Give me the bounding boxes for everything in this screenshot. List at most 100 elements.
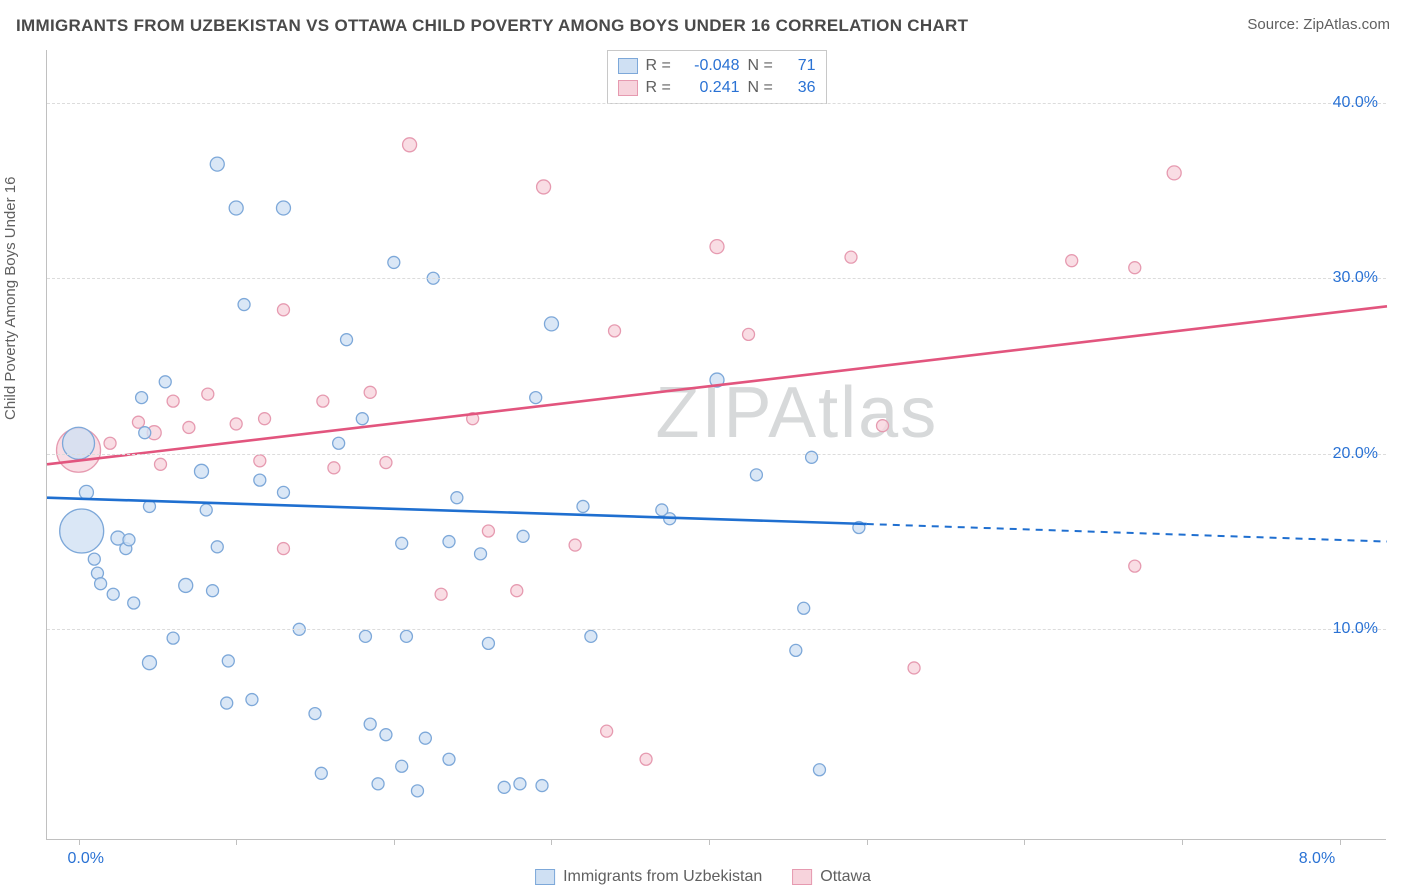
data-point <box>123 534 135 546</box>
data-point <box>517 530 529 542</box>
data-point <box>341 334 353 346</box>
x-tick <box>236 839 237 845</box>
data-point <box>136 392 148 404</box>
data-point <box>88 553 100 565</box>
data-point <box>142 656 156 670</box>
data-point <box>207 585 219 597</box>
x-tick <box>1024 839 1025 845</box>
data-point <box>482 637 494 649</box>
data-point <box>364 386 376 398</box>
data-point <box>254 455 266 467</box>
data-point <box>155 458 167 470</box>
data-point <box>128 597 140 609</box>
chart-container: IMMIGRANTS FROM UZBEKISTAN VS OTTAWA CHI… <box>0 0 1406 892</box>
data-point <box>202 388 214 400</box>
data-point <box>750 469 762 481</box>
data-point <box>309 708 321 720</box>
data-point <box>356 413 368 425</box>
data-point <box>277 543 289 555</box>
data-point <box>132 416 144 428</box>
legend-n-value-b: 36 <box>784 77 816 99</box>
data-point <box>498 781 510 793</box>
data-point <box>380 729 392 741</box>
data-point <box>317 395 329 407</box>
data-point <box>601 725 613 737</box>
swatch-series-a <box>618 58 638 74</box>
series-a-name: Immigrants from Uzbekistan <box>563 868 762 886</box>
legend-n-label: N = <box>748 77 776 99</box>
data-point <box>183 421 195 433</box>
data-point <box>179 578 193 592</box>
data-point <box>400 630 412 642</box>
data-point <box>877 420 889 432</box>
data-point <box>328 462 340 474</box>
x-tick <box>551 839 552 845</box>
data-point <box>222 655 234 667</box>
gridline <box>47 629 1386 630</box>
y-tick-label: 10.0% <box>1333 620 1378 638</box>
gridline <box>47 454 1386 455</box>
source-prefix: Source: <box>1247 16 1303 33</box>
data-point <box>514 778 526 790</box>
swatch-series-a <box>535 869 555 885</box>
data-point <box>536 780 548 792</box>
legend-n-value-a: 71 <box>784 55 816 77</box>
data-point <box>609 325 621 337</box>
swatch-series-b <box>618 80 638 96</box>
data-point <box>798 602 810 614</box>
data-point <box>443 753 455 765</box>
data-point <box>435 588 447 600</box>
data-point <box>277 486 289 498</box>
data-point <box>364 718 376 730</box>
series-legend-item-a: Immigrants from Uzbekistan <box>535 868 762 886</box>
data-point <box>259 413 271 425</box>
legend-r-value-a: -0.048 <box>682 55 740 77</box>
legend-n-label: N = <box>748 55 776 77</box>
plot-area: ZIPAtlas R = -0.048 N = 71 R = 0.241 N =… <box>46 50 1386 840</box>
x-tick <box>1340 839 1341 845</box>
trend-line <box>47 306 1387 464</box>
trend-line-extrapolated <box>867 524 1387 542</box>
x-tick <box>709 839 710 845</box>
data-point <box>359 630 371 642</box>
x-tick <box>79 839 80 845</box>
legend-r-value-b: 0.241 <box>682 77 740 99</box>
data-point <box>276 201 290 215</box>
data-point <box>315 767 327 779</box>
data-point <box>585 630 597 642</box>
x-tick <box>394 839 395 845</box>
data-point <box>229 201 243 215</box>
data-point <box>380 457 392 469</box>
series-b-name: Ottawa <box>820 868 871 886</box>
data-point <box>396 760 408 772</box>
data-point <box>221 697 233 709</box>
gridline <box>47 103 1386 104</box>
data-point <box>1066 255 1078 267</box>
data-point <box>813 764 825 776</box>
data-point <box>372 778 384 790</box>
data-point <box>710 240 724 254</box>
data-point <box>159 376 171 388</box>
data-point <box>139 427 151 439</box>
series-legend: Immigrants from Uzbekistan Ottawa <box>535 868 871 886</box>
data-point <box>482 525 494 537</box>
data-point <box>530 392 542 404</box>
data-point <box>230 418 242 430</box>
data-point <box>167 395 179 407</box>
y-axis-label: Child Poverty Among Boys Under 16 <box>2 177 19 420</box>
data-point <box>210 157 224 171</box>
data-point <box>640 753 652 765</box>
y-tick-label: 20.0% <box>1333 445 1378 463</box>
data-point <box>277 304 289 316</box>
data-point <box>1129 560 1141 572</box>
data-point <box>1129 262 1141 274</box>
correlation-legend-row-a: R = -0.048 N = 71 <box>618 55 816 77</box>
source-value: ZipAtlas.com <box>1303 16 1390 33</box>
x-tick-label: 8.0% <box>1299 850 1335 868</box>
data-point <box>908 662 920 674</box>
data-point <box>200 504 212 516</box>
chart-svg <box>47 50 1386 839</box>
x-tick-label: 0.0% <box>68 850 104 868</box>
data-point <box>254 474 266 486</box>
source-label: Source: ZipAtlas.com <box>1247 16 1390 33</box>
